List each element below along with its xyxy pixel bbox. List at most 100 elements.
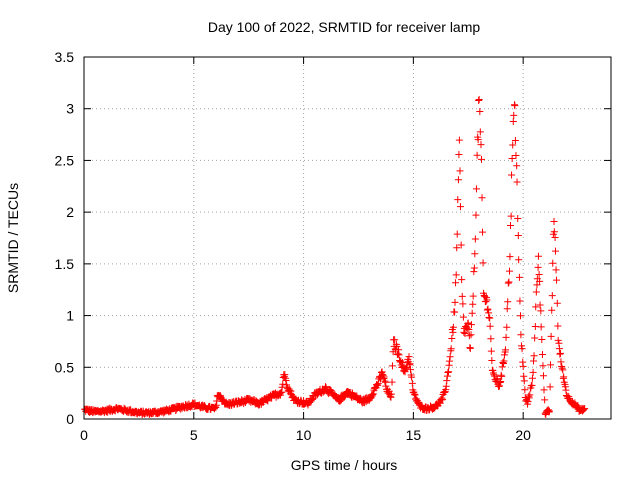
data-point-marker	[498, 363, 506, 371]
data-point-marker	[560, 373, 568, 381]
axis-ticks: 0 5 10 15 20 0 0.5 1 1.5 2 2.5 3 3.5	[55, 49, 611, 443]
data-point-marker	[448, 335, 456, 343]
data-point-marker	[502, 333, 510, 341]
data-point-marker	[525, 394, 533, 402]
data-point-marker	[530, 357, 538, 365]
data-point-marker	[519, 362, 527, 370]
data-point-marker	[529, 368, 537, 376]
data-point-marker	[479, 228, 487, 236]
data-point-marker	[551, 247, 559, 255]
data-point-marker	[518, 345, 526, 353]
data-point-marker	[558, 364, 566, 372]
data-point-marker	[470, 264, 478, 272]
data-point-marker	[514, 231, 522, 239]
data-point-marker	[540, 386, 548, 394]
chart-title: Day 100 of 2022, SRMTID for receiver lam…	[208, 19, 481, 35]
data-point-marker	[388, 362, 396, 370]
data-point-marker	[452, 279, 460, 287]
data-point-marker	[532, 303, 540, 311]
data-point-marker	[451, 308, 459, 316]
data-point-marker	[528, 374, 536, 382]
data-point-marker	[393, 342, 401, 350]
data-point-marker	[525, 392, 533, 400]
data-point-marker	[499, 358, 507, 366]
data-point-marker	[483, 296, 491, 304]
data-point-marker	[530, 352, 538, 360]
data-point-marker	[561, 383, 569, 391]
data-point-marker	[401, 368, 409, 376]
data-point-marker	[553, 276, 561, 284]
data-point-marker	[476, 128, 484, 136]
data-point-marker	[509, 118, 517, 126]
data-point-marker	[550, 228, 558, 236]
data-point-marker	[556, 349, 564, 357]
data-point-marker	[500, 351, 508, 359]
data-point-marker	[477, 141, 485, 149]
data-point-marker	[483, 306, 491, 314]
data-point-marker	[486, 322, 494, 330]
data-point-marker	[449, 323, 457, 331]
data-point-marker	[550, 217, 558, 225]
data-point-marker	[336, 397, 344, 405]
data-point-marker	[478, 194, 486, 202]
data-point-marker	[405, 353, 413, 361]
data-point-marker	[554, 336, 562, 344]
data-point-marker	[509, 141, 517, 149]
data-point-marker	[388, 378, 396, 386]
data-point-marker	[442, 382, 450, 390]
data-point-marker	[452, 271, 460, 279]
data-point-marker	[281, 371, 289, 379]
data-point-marker	[580, 406, 588, 414]
data-point-marker	[395, 351, 403, 359]
data-point-marker	[474, 136, 482, 144]
data-point-marker	[512, 151, 520, 159]
y-tick-label: 2.5	[55, 152, 75, 168]
data-point-marker	[507, 212, 515, 220]
data-point-marker	[539, 372, 547, 380]
data-point-marker	[505, 278, 513, 286]
data-point-marker	[369, 390, 377, 398]
data-point-marker	[478, 155, 486, 163]
x-tick-label: 5	[190, 427, 198, 443]
data-point-marker	[443, 377, 451, 385]
data-point-marker	[411, 390, 419, 398]
data-point-marker	[541, 396, 549, 404]
data-point-marker	[504, 279, 512, 287]
data-point-marker	[515, 273, 523, 281]
data-point-marker	[382, 382, 390, 390]
data-point-marker	[467, 331, 475, 339]
data-point-marker	[451, 298, 459, 306]
data-point-marker	[535, 271, 543, 279]
data-point-marker	[408, 379, 416, 387]
y-tick-label: 0	[66, 411, 74, 427]
data-point-marker	[500, 357, 508, 365]
data-point-marker	[391, 336, 399, 344]
data-point-marker	[381, 377, 389, 385]
data-point-marker	[552, 266, 560, 274]
data-point-marker	[545, 408, 553, 416]
data-point-marker	[444, 368, 452, 376]
data-point-marker	[506, 253, 514, 261]
data-point-marker	[471, 235, 479, 243]
data-point-marker	[446, 353, 454, 361]
data-point-marker	[547, 332, 555, 340]
data-point-marker	[498, 372, 506, 380]
data-point-marker	[472, 211, 480, 219]
y-tick-label: 1.5	[55, 256, 75, 272]
data-point-marker	[562, 386, 570, 394]
data-point-marker	[380, 373, 388, 381]
data-point-marker	[468, 309, 476, 317]
data-point-marker	[472, 185, 480, 193]
data-point-marker	[510, 111, 518, 119]
y-tick-label: 2	[66, 204, 74, 220]
data-point-marker	[463, 325, 471, 333]
data-point-marker	[514, 215, 522, 223]
data-point-marker	[557, 358, 565, 366]
data-point-marker	[438, 394, 446, 402]
y-tick-label: 1	[66, 308, 74, 324]
data-point-marker	[453, 230, 461, 238]
data-point-marker	[548, 306, 556, 314]
data-point-marker	[487, 335, 495, 343]
data-point-marker	[495, 382, 503, 390]
